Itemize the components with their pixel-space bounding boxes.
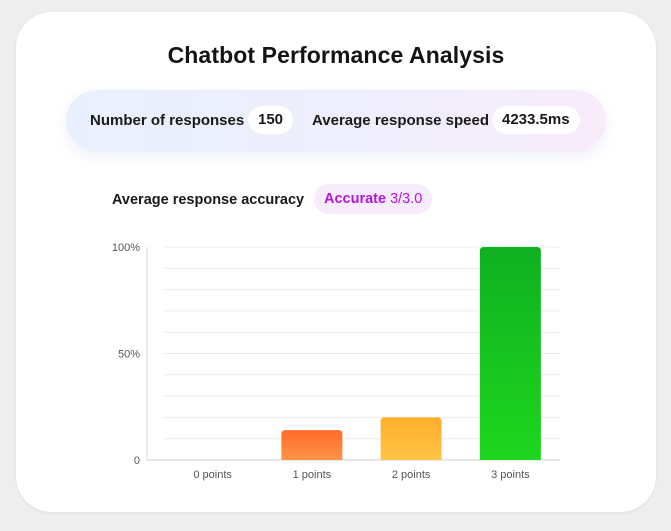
bar-3-points	[479, 247, 541, 460]
response-speed-badge: 4233.5ms	[492, 106, 580, 134]
y-tick-label: 0	[134, 455, 140, 467]
accuracy-badge: Accurate 3/3.0	[314, 184, 433, 214]
x-tick-label: 0 points	[193, 469, 232, 481]
y-tick-label: 100%	[112, 242, 140, 254]
chart-bars	[281, 247, 541, 460]
x-tick-label: 3 points	[491, 469, 530, 481]
accuracy-score: 3/3.0	[390, 191, 423, 207]
x-tick-label: 1 points	[293, 469, 332, 481]
responses-count-label: Number of responses	[90, 112, 245, 129]
stats-bar: Number of responses 150 Average response…	[66, 90, 606, 152]
analysis-card: Chatbot Performance Analysis Number of r…	[16, 12, 656, 512]
chart-labels: 0 50% 100% 0 points 1 points 2 points 3 points	[112, 242, 530, 481]
accuracy-label: Average response accuracy	[112, 192, 305, 208]
responses-count-badge: 150	[248, 106, 294, 134]
x-tick-label: 2 points	[392, 469, 431, 481]
response-speed-label: Average response speed	[312, 112, 490, 129]
page-title: Chatbot Performance Analysis	[167, 42, 505, 68]
y-tick-label: 50%	[118, 349, 140, 361]
bar-1-points	[281, 430, 343, 460]
accuracy-rating: Accurate	[324, 191, 387, 207]
bar-2-points	[380, 417, 442, 460]
